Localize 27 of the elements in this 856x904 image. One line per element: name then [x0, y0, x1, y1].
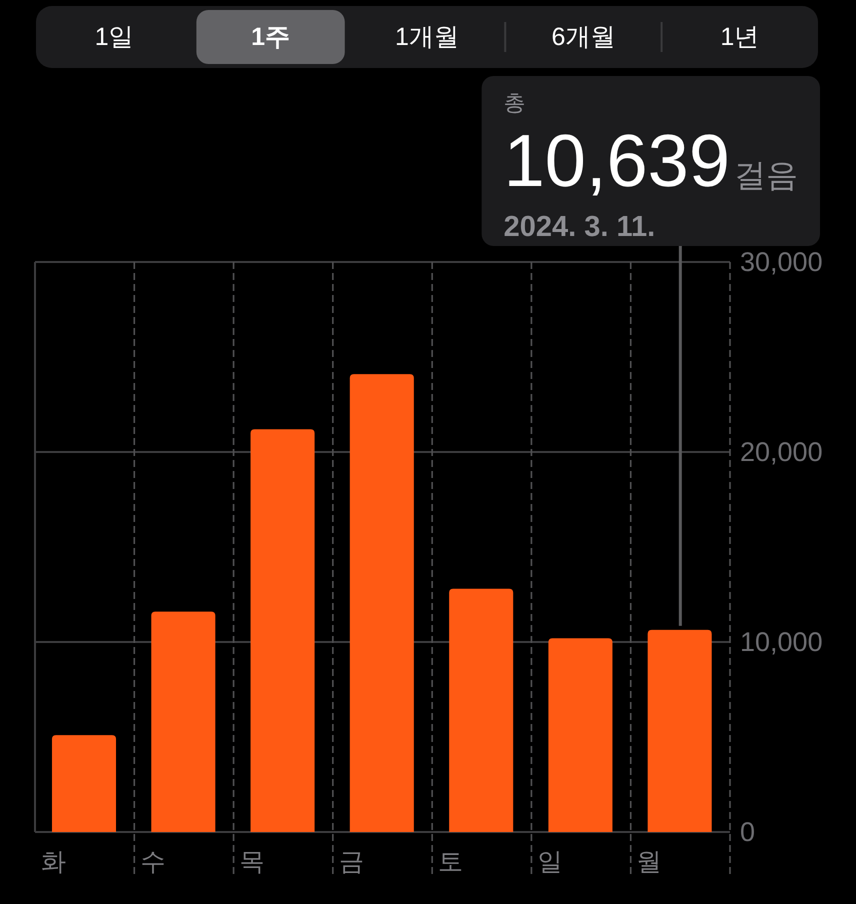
annotation: 2024. 3. 11. — [504, 211, 656, 243]
tab-label: 6개월 — [551, 23, 616, 51]
annotation: 걸음 — [734, 157, 798, 193]
x-tick-label: 월 — [636, 848, 662, 876]
bar — [548, 638, 612, 832]
tab-label: 1개월 — [395, 23, 459, 51]
bar — [250, 429, 315, 832]
bar — [151, 612, 216, 832]
bar — [449, 588, 514, 832]
x-tick-label: 수 — [140, 848, 166, 876]
x-tick-label: 토 — [438, 848, 464, 876]
bar — [52, 735, 116, 832]
annotation: 10,639 — [504, 119, 730, 202]
y-tick-label: 10,000 — [740, 627, 823, 657]
x-tick-label: 금 — [338, 848, 364, 876]
annotation: 총 — [504, 90, 526, 115]
bar — [648, 630, 712, 832]
x-tick-label: 일 — [537, 848, 562, 876]
tab-selected: 1주 — [196, 10, 345, 64]
tab-label: 1일 — [94, 23, 134, 51]
y-tick-label: 30,000 — [740, 247, 823, 277]
x-tick-label: 화 — [41, 848, 66, 876]
bar — [350, 374, 414, 832]
y-tick-label: 20,000 — [740, 437, 823, 467]
y-tick-label: 0 — [740, 817, 756, 847]
x-tick-label: 목 — [240, 848, 265, 876]
tab-label: 1년 — [720, 23, 760, 51]
